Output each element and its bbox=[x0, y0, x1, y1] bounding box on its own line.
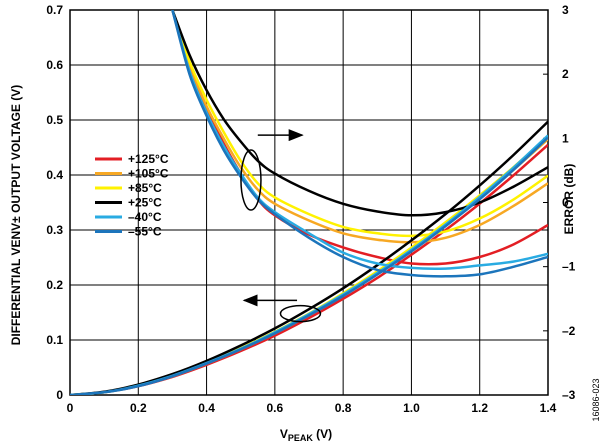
series-output-voltage-55c bbox=[70, 136, 548, 395]
y-left-tick-label: 0.5 bbox=[46, 113, 63, 127]
legend: +125°C+105°C+85°C+25°C–40°C–55°C bbox=[95, 152, 169, 239]
annotations bbox=[240, 129, 322, 323]
x-tick-label: 0.8 bbox=[335, 401, 352, 415]
figure-id: 16086-023 bbox=[591, 378, 601, 421]
series-lines bbox=[70, 10, 548, 395]
x-tick-label: 0.4 bbox=[198, 401, 215, 415]
annotation-ellipse-output bbox=[279, 304, 322, 323]
series-error-105c bbox=[171, 10, 548, 244]
y-right-tick-label: 2 bbox=[562, 67, 569, 81]
y-right-tick-labels: –3 –2 –1 0 1 2 3 bbox=[562, 3, 576, 402]
y-right-tick-label: –3 bbox=[562, 388, 576, 402]
series-group bbox=[70, 10, 548, 395]
y-left-tick-label: 0.4 bbox=[46, 168, 63, 182]
y-right-tick-label: 3 bbox=[562, 3, 569, 17]
y-right-tick-label: –2 bbox=[562, 324, 576, 338]
x-tick-label: 1.0 bbox=[403, 401, 420, 415]
x-tick-label: 0.2 bbox=[130, 401, 147, 415]
y-left-tick-label: 0.6 bbox=[46, 58, 63, 72]
legend-label-40c: –40°C bbox=[128, 210, 162, 224]
y-left-tick-label: 0.2 bbox=[46, 278, 63, 292]
y-left-axis-title: DIFFERENTIAL VENV± OUTPUT VOLTAGE (V) bbox=[9, 85, 23, 346]
x-tick-label: 0 bbox=[67, 401, 74, 415]
x-tick-labels: 0 0.2 0.4 0.6 0.8 1.0 1.2 1.4 bbox=[67, 401, 557, 415]
x-axis-title: VPEAK (V) bbox=[280, 427, 332, 443]
x-tick-label: 1.4 bbox=[540, 401, 557, 415]
series-error-55c bbox=[171, 10, 548, 278]
y-left-tick-labels: 0 0.1 0.2 0.3 0.4 0.5 0.6 0.7 bbox=[46, 3, 63, 402]
plot-frame bbox=[69, 9, 549, 396]
x-axis-title-subscript: PEAK bbox=[288, 433, 314, 443]
legend-label-55c: –55°C bbox=[128, 225, 162, 239]
x-tick-label: 1.2 bbox=[471, 401, 488, 415]
legend-label-25c: +25°C bbox=[128, 196, 162, 210]
legend-label-105c: +105°C bbox=[128, 167, 169, 181]
x-axis-title-main: V bbox=[280, 427, 288, 441]
y-right-tick-label: 0 bbox=[562, 196, 569, 210]
x-tick-label: 0.6 bbox=[267, 401, 284, 415]
y-right-axis-title: ERROR (dB) bbox=[562, 164, 576, 235]
series-error-40c bbox=[171, 10, 548, 271]
series-error-85c bbox=[171, 10, 548, 238]
y-left-tick-label: 0.3 bbox=[46, 223, 63, 237]
annotation-ellipse-error bbox=[240, 149, 262, 211]
series-error-125c bbox=[171, 10, 548, 266]
y-right-tick-label: –1 bbox=[562, 260, 576, 274]
legend-label-85c: +85°C bbox=[128, 181, 162, 195]
x-axis-title-unit: (V) bbox=[313, 427, 332, 441]
y-left-tick-label: 0 bbox=[56, 388, 63, 402]
y-left-tick-label: 0.7 bbox=[46, 3, 63, 17]
plot-border bbox=[69, 9, 549, 396]
y-left-tick-label: 0.1 bbox=[46, 333, 63, 347]
legend-label-125c: +125°C bbox=[128, 152, 169, 166]
y-right-tick-label: 1 bbox=[562, 131, 569, 145]
